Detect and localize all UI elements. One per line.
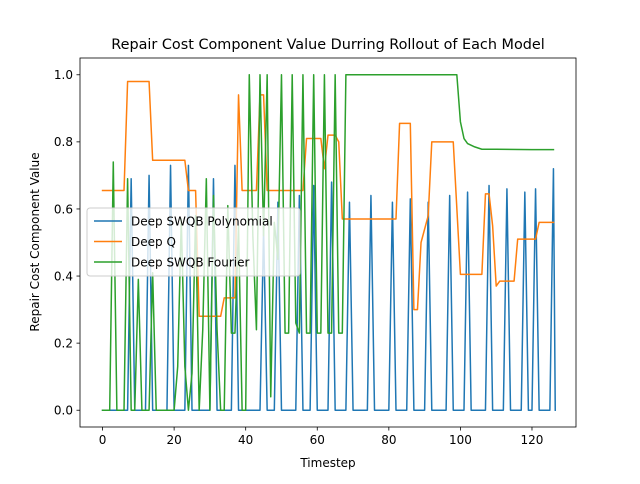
series-line-2 xyxy=(101,74,555,411)
axes-layer: 0 20 40 60 80 100 120 0.0 0.2 0.4 0.6 0.8 1.0 xyxy=(54,57,577,447)
x-tick-label: 20 xyxy=(166,433,181,447)
x-tick-label: 100 xyxy=(449,433,472,447)
legend-box xyxy=(86,207,301,277)
x-tick-label: 40 xyxy=(238,433,253,447)
x-tick-label: 120 xyxy=(521,433,544,447)
x-tick-label: 60 xyxy=(310,433,325,447)
legend-label-2: Deep SWQB Fourier xyxy=(131,255,249,269)
series-line-1 xyxy=(101,80,555,318)
x-tick-label: 0 xyxy=(99,433,107,447)
y-tick-label: 0.4 xyxy=(54,269,73,283)
chart-title: Repair Cost Component Value Durring Roll… xyxy=(111,37,545,53)
y-tick-label: 1.0 xyxy=(54,68,73,82)
y-tick-label: 0.2 xyxy=(54,336,73,350)
legend-label-0: Deep SWQB Polynomial xyxy=(131,214,273,228)
y-tick-label: 0.8 xyxy=(54,135,73,149)
y-tick-label: 0.6 xyxy=(54,202,73,216)
x-tick-label: 80 xyxy=(381,433,396,447)
legend-label-1: Deep Q xyxy=(131,235,176,249)
legend: Deep SWQB Polynomial Deep Q Deep SWQB Four… xyxy=(86,207,301,277)
y-axis-label: Repair Cost Component Value xyxy=(28,152,42,331)
x-axis-label: Timestep xyxy=(299,456,355,470)
plot-frame xyxy=(79,57,577,428)
y-tick-label: 0.0 xyxy=(54,404,73,418)
series-layer xyxy=(101,74,556,411)
